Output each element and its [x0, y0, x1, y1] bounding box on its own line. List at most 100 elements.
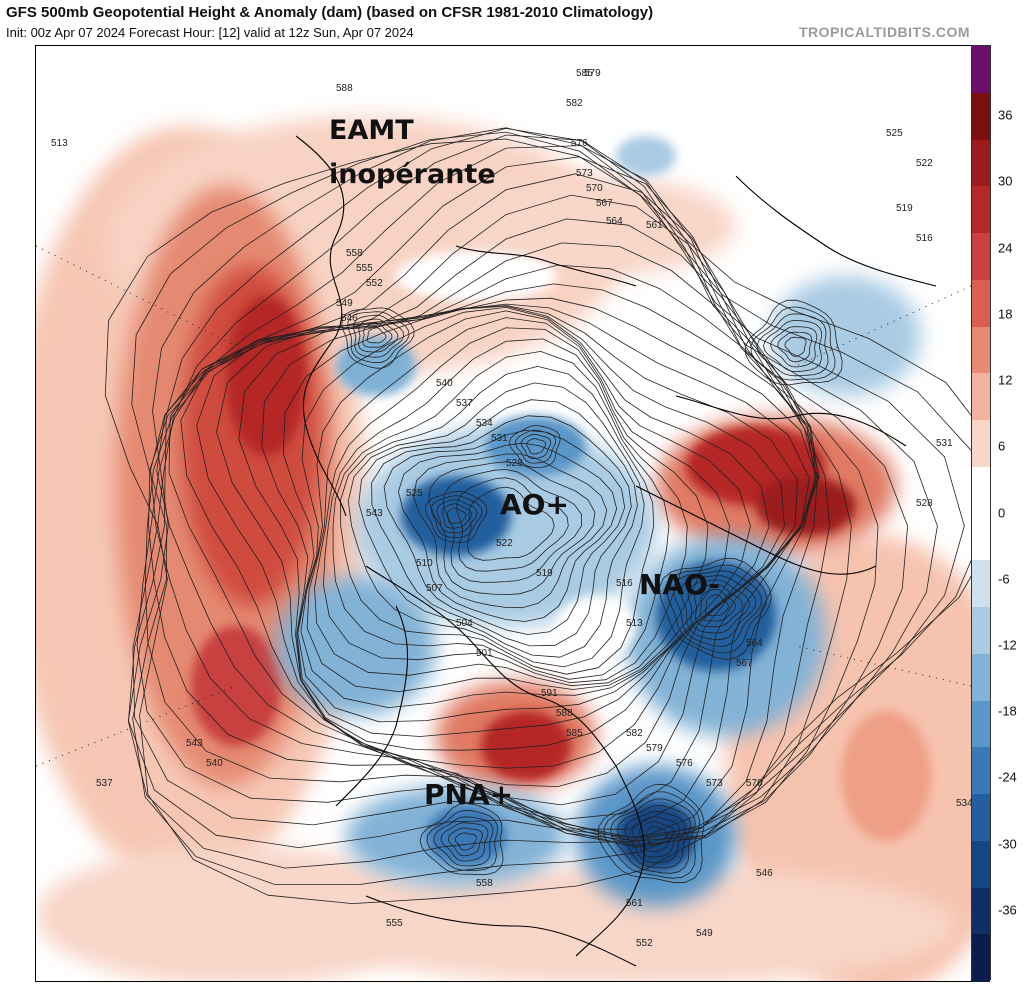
- height-contour: [645, 826, 668, 847]
- height-contour: [347, 311, 410, 364]
- contour-label: 522: [916, 158, 933, 169]
- height-contour: [347, 382, 645, 668]
- colorbar-tick-label: 24: [998, 240, 1013, 256]
- contour-label: 513: [626, 618, 643, 629]
- height-contour: [624, 810, 686, 863]
- contour-label: 558: [346, 248, 363, 259]
- height-contour: [763, 319, 823, 373]
- height-contour: [770, 326, 818, 368]
- contour-label: 510: [416, 558, 433, 569]
- height-contour: [514, 429, 557, 464]
- height-contour: [440, 822, 489, 862]
- colorbar-segment: [972, 139, 990, 187]
- contour-label: 576: [676, 758, 693, 769]
- height-contour: [694, 583, 744, 628]
- contour-label: 579: [646, 743, 663, 754]
- height-contour: [144, 156, 852, 846]
- height-contour: [306, 317, 730, 693]
- height-contour: [371, 415, 632, 647]
- contour-label: 549: [696, 928, 713, 939]
- contour-label: 552: [636, 938, 653, 949]
- contour-label: 534: [476, 418, 493, 429]
- height-contour: [358, 318, 399, 353]
- height-contour: [425, 490, 488, 543]
- colorbar-tick-label: 6: [998, 438, 1006, 454]
- colorbar-segment: [972, 653, 990, 701]
- colorbar-segment: [972, 560, 990, 608]
- colorbar-segment: [972, 794, 990, 842]
- height-contour: [597, 783, 705, 884]
- contour-label: 531: [491, 433, 508, 444]
- colorbar-segment: [972, 92, 990, 140]
- height-contour: [261, 305, 798, 751]
- contour-label: 582: [566, 98, 583, 109]
- height-contour: [447, 827, 483, 857]
- colorbar-segment: [972, 186, 990, 234]
- colorbar-tick-label: -18: [998, 703, 1017, 719]
- contour-label: 588: [336, 83, 353, 94]
- height-contour: [358, 399, 638, 658]
- height-contour: [442, 469, 582, 583]
- colorbar-tick-label: 18: [998, 306, 1013, 322]
- annotation-eamt: EAMT: [329, 115, 414, 146]
- height-contour: [314, 327, 709, 687]
- height-contour: [216, 297, 817, 788]
- height-contour: [659, 557, 772, 660]
- map-subtitle: Init: 00z Apr 07 2024 Forecast Hour: [12…: [6, 25, 414, 40]
- contour-label: 537: [456, 398, 473, 409]
- contour-label: 519: [896, 203, 913, 214]
- height-contour: [433, 816, 494, 867]
- height-contour: [300, 310, 751, 709]
- contour-label: 567: [596, 198, 613, 209]
- height-contour: [297, 306, 770, 723]
- contour-label: 561: [646, 220, 663, 231]
- contour-label: 564: [606, 216, 623, 227]
- colorbar-tick-label: 0: [998, 505, 1006, 520]
- height-contour: [520, 433, 552, 460]
- colorbar-tick-label: -36: [998, 902, 1017, 918]
- height-contour: [180, 264, 819, 820]
- height-contour: [128, 127, 938, 849]
- height-contour: [526, 438, 547, 455]
- height-contour: [104, 138, 971, 905]
- annotation-pna: PNA+: [424, 778, 513, 811]
- height-contour: [603, 791, 701, 879]
- contour-label: 555: [386, 918, 403, 929]
- colorbar-segment: [972, 747, 990, 795]
- contour-label: 546: [341, 313, 358, 324]
- contour-label: 579: [584, 68, 601, 79]
- contour-label: 573: [706, 778, 723, 789]
- contour-label: 504: [456, 618, 473, 629]
- colorbar-segment: [972, 887, 990, 935]
- contour-label: 546: [756, 868, 773, 879]
- contour-label: 534: [956, 798, 971, 809]
- contour-label: 522: [496, 538, 513, 549]
- height-contour: [436, 499, 478, 534]
- contour-label: 588: [556, 708, 573, 719]
- contour-label: 543: [186, 738, 203, 749]
- colorbar-segment: [972, 233, 990, 281]
- height-contour: [680, 575, 757, 641]
- colorbar-segment: [972, 326, 990, 374]
- height-contour: [413, 453, 608, 609]
- contour-label: 543: [366, 508, 383, 519]
- contour-label: 573: [576, 168, 593, 179]
- height-contour: [426, 809, 498, 871]
- colorbar-tick-label: -24: [998, 769, 1017, 785]
- height-contour: [366, 327, 387, 344]
- contour-label: 501: [476, 648, 493, 659]
- contour-label: 591: [541, 688, 558, 699]
- contour-label: 516: [616, 578, 633, 589]
- height-contour: [745, 299, 843, 386]
- height-contour: [466, 486, 555, 561]
- contour-label: 519: [536, 568, 553, 579]
- height-contour: [362, 322, 393, 348]
- annotation-eamt-status: inopérante: [329, 159, 496, 190]
- height-contour: [332, 350, 670, 680]
- colorbar-segment: [972, 279, 990, 327]
- height-contour: [750, 306, 836, 381]
- height-contour: [509, 425, 561, 468]
- height-contour: [196, 283, 820, 806]
